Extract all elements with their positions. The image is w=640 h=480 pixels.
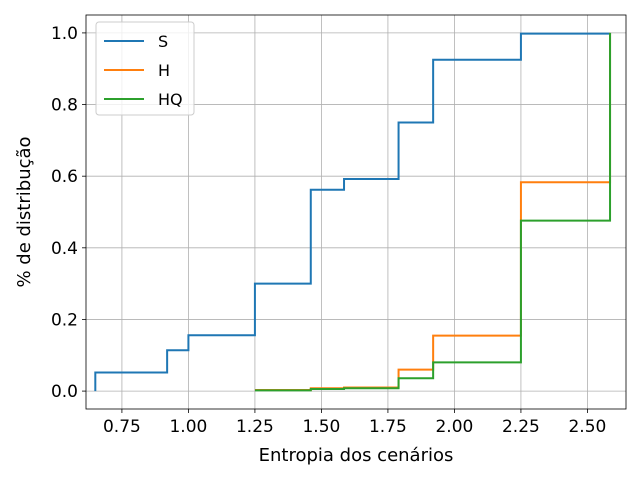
x-tick-label: 1.25	[236, 417, 274, 437]
x-tick-label: 1.50	[302, 417, 340, 437]
x-axis-label: Entropia dos cenários	[259, 445, 454, 466]
y-tick-label: 1.0	[51, 24, 78, 44]
x-tick-label: 2.50	[568, 417, 606, 437]
series-line-s	[94, 32, 612, 392]
series-line-hq	[254, 32, 612, 392]
y-axis: 0.0 0.2 0.4 0.6 0.8 1.0	[51, 24, 86, 402]
y-tick-label: 0.8	[51, 96, 78, 116]
legend-label-h: H	[158, 61, 170, 80]
y-tick-label: 0.6	[51, 167, 78, 187]
series-group	[94, 32, 612, 392]
x-tick-label: 1.00	[169, 417, 207, 437]
y-tick-label: 0.2	[51, 310, 78, 330]
plot-frame	[85, 14, 627, 410]
x-tick-label: 0.75	[103, 417, 141, 437]
legend-label-s: S	[158, 32, 168, 51]
x-axis: 0.75 1.00 1.25 1.50 1.75 2.00 2.25 2.50	[103, 409, 606, 437]
y-tick-label: 0.4	[51, 239, 78, 259]
legend-label-hq: HQ	[158, 90, 183, 109]
y-axis-label: % de distribução	[14, 136, 35, 287]
legend-box	[95, 21, 195, 116]
x-tick-label: 2.25	[502, 417, 540, 437]
x-tick-label: 1.75	[369, 417, 407, 437]
x-tick-label: 2.00	[435, 417, 473, 437]
legend: SH HQ	[95, 21, 195, 116]
y-tick-label: 0.0	[51, 382, 78, 402]
